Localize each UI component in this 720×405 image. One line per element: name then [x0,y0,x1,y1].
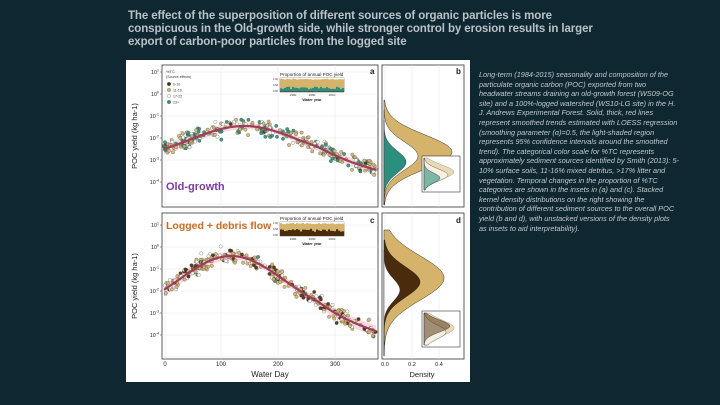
legend-item-2: 17-22 [167,94,182,98]
density-inset-b [421,155,461,193]
trend-line-c [163,254,377,333]
inset-xtick-a-0: 1990 [290,93,297,97]
x-tick-3: 300 [330,362,341,368]
y-tick-1: 100 [151,244,159,252]
inset-ytick-c-4: 0.00 [273,233,279,237]
x-axis: 0 100 200 300 Water Day [163,362,340,379]
inset-xtick-c-0: 1990 [290,237,297,241]
density-axis-title: Density [409,370,434,379]
panel-label-a: a [370,67,375,76]
panel-label-c: c [370,216,375,225]
legend-subtitle: (Source effects) [166,75,191,79]
panel-label-d: d [456,216,461,225]
y-tick-3: 10-2 [150,288,159,296]
density-tick-1: 0.2 [408,362,416,368]
legend-label-2: 17-22 [173,94,182,98]
panel-d: d 0.0 0.2 0.4 Density [381,212,465,379]
ci-band-c [164,251,376,337]
legend-swatch-2 [167,94,171,98]
inset-ytick-a-0: 1.00 [273,77,279,81]
inset-ytick-a-2: 0.50 [273,83,279,87]
inset-ytick-c-2: 0.50 [273,227,279,231]
panel-c: c Logged + debris flow Proportion of ann… [130,212,379,379]
x-tick-2: 200 [273,362,284,368]
y-tick-5: 10-4 [150,179,159,187]
y-axis-title-c: POC yield (kg ha-1) [130,253,139,319]
inset-xtick-a-2: 2010 [329,93,336,97]
inset-xtick-c-2: 2010 [329,237,336,241]
legend-item-3: 23+ [167,100,179,104]
legend-label-1: 11-16 [173,88,182,92]
y-tick-2: 10-1 [150,266,159,274]
panel-a: a Old-growth %TC (Source effects) 0-10 1… [130,64,379,208]
y-tick-0: 101 [151,222,159,230]
panel-b: b [381,64,465,208]
poc-figure: a Old-growth %TC (Source effects) 0-10 1… [126,60,470,382]
tc-legend: %TC (Source effects) 0-10 11-16 17-22 23… [166,69,191,104]
legend-item-0: 0-10 [167,82,180,86]
inset-ytick-a-4: 0.00 [273,89,279,93]
inset-a: Proportion of annual POC yield 1.00 0.50… [273,72,345,102]
logged-debris-flow-label: Logged + debris flow [166,220,272,232]
inset-xlabel-c: Water year [302,242,322,246]
y-axis-c: 101 100 10-1 10-2 10-3 10-4 POC yield (kg ha-… [130,222,162,340]
panel-label-b: b [456,67,461,76]
inset-ytick-c-0: 1.00 [273,221,279,225]
density-inset-d [421,310,461,348]
density-axis: 0.0 0.2 0.4 Density [381,362,443,379]
y-tick-4: 10-3 [150,310,159,318]
y-tick-3: 10-2 [150,135,159,143]
legend-title: %TC [166,69,175,74]
slide-title: The effect of the superposition of diffe… [128,10,593,48]
legend-swatch-0 [167,82,171,86]
legend-swatch-1 [167,88,171,92]
figure-caption: Long-term (1984-2015) seasonality and co… [479,70,679,233]
inset-xtick-c-1: 2000 [309,237,316,241]
y-tick-1: 100 [151,91,159,99]
y-tick-4: 10-3 [150,157,159,165]
density-tick-2: 0.4 [435,362,443,368]
inset-title-c: Proportion of annual POC yield [280,216,344,221]
density-tick-0: 0.0 [381,362,389,368]
x-axis-title: Water Day [251,370,289,379]
legend-label-0: 0-10 [173,82,180,86]
y-axis-a: 101 100 10-1 10-2 10-3 10-4 POC yield (kg ha-… [130,69,162,187]
legend-item-1: 11-16 [167,88,182,92]
y-tick-5: 10-4 [150,332,159,340]
density-white-d [383,250,401,356]
trend-line-a [163,124,377,171]
inset-xtick-a-1: 2000 [309,93,316,97]
inset-title-a: Proportion of annual POC yield [280,72,344,77]
legend-label-3: 23+ [173,100,179,104]
x-tick-1: 100 [216,362,227,368]
x-tick-0: 0 [163,362,167,368]
density-teal-b [383,120,407,205]
legend-swatch-3 [167,100,171,104]
density-tan-d [383,229,445,357]
inset-xlabel-a: Water year [302,98,322,102]
y-axis-title-a: POC yield (kg ha-1) [130,103,139,169]
inset-c: Proportion of annual POC yield 1.00 0.50… [273,216,345,246]
old-growth-label: Old-growth [166,181,225,193]
y-tick-0: 101 [151,69,159,77]
y-tick-2: 10-1 [150,113,159,121]
density-tan-b [383,99,453,206]
